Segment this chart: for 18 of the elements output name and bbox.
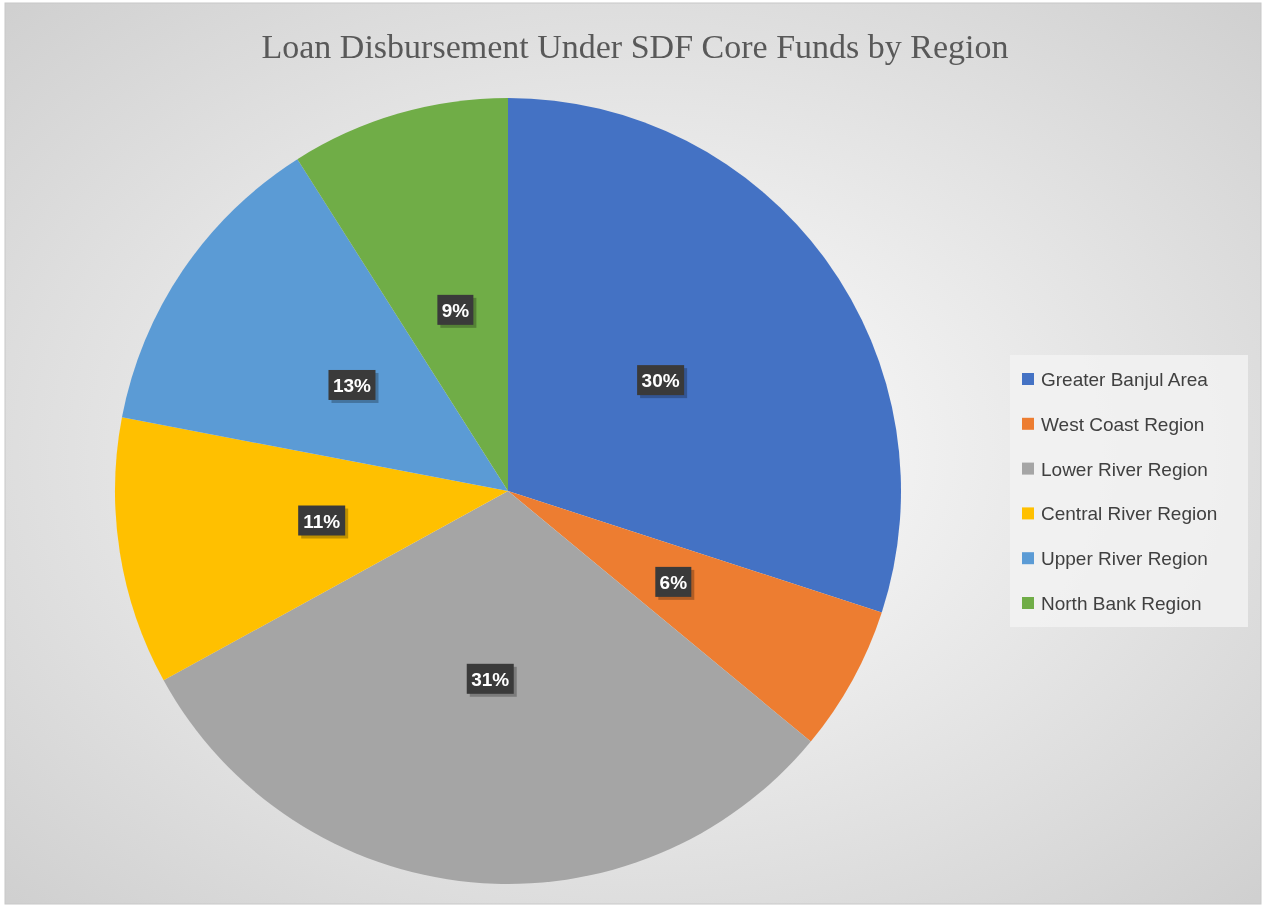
legend-label: Lower River Region bbox=[1041, 458, 1208, 480]
data-label: 30% bbox=[641, 370, 680, 392]
pie-slice bbox=[121, 159, 508, 491]
data-label: 6% bbox=[659, 571, 688, 593]
legend-label: North Bank Region bbox=[1041, 593, 1202, 614]
pie-slice bbox=[508, 98, 901, 613]
legend-label: Central River Region bbox=[1041, 503, 1218, 525]
pie-slice bbox=[508, 491, 882, 742]
legend-label: West Coast Region bbox=[1041, 413, 1205, 435]
legend-label: Greater Banjul Area bbox=[1041, 369, 1209, 390]
data-label: 11% bbox=[303, 510, 341, 532]
data-label: 13% bbox=[332, 374, 372, 396]
data-label: 9% bbox=[441, 299, 470, 321]
pie-slice bbox=[163, 491, 811, 884]
legend-label: Upper River Region bbox=[1041, 548, 1208, 570]
data-label: 31% bbox=[471, 668, 510, 690]
chart-title: Loan Disbursement Under SDF Core Funds by Region bbox=[261, 28, 1009, 65]
pie-slice bbox=[297, 98, 508, 491]
